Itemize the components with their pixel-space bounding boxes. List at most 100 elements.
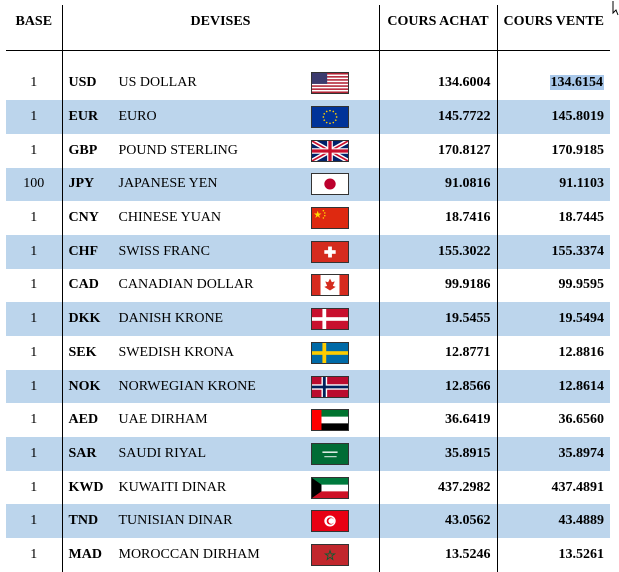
table-row-aed: 1 AED UAE DIRHAM 36.6419 36.6560 <box>6 403 610 438</box>
cours-achat-cell: 13.5246 <box>379 538 498 572</box>
cours-vente-value: 170.9185 <box>551 142 605 158</box>
cours-achat-cell: 91.0816 <box>379 167 498 202</box>
currency-name: SWEDISH KRONA <box>118 344 235 360</box>
base-cell: 1 <box>6 234 63 269</box>
cours-vente-cell[interactable]: 35.8974 <box>497 437 610 471</box>
eu-flag-icon <box>310 106 349 129</box>
cours-vente-cell[interactable]: 12.8816 <box>497 336 610 370</box>
currency-code: SAR <box>68 445 97 461</box>
devise-cell: NOK NORWEGIAN KRONE <box>62 369 380 404</box>
base-cell: 1 <box>6 268 63 303</box>
base-cell: 1 <box>6 133 63 168</box>
tunisia-flag-icon <box>310 510 349 533</box>
devise-cell: SAR SAUDI RIYAL <box>62 437 380 471</box>
cours-vente-value: 35.8974 <box>558 445 605 461</box>
cours-vente-value: 99.9595 <box>558 277 605 293</box>
cours-achat-cell: 170.8127 <box>379 133 498 168</box>
cours-vente-cell[interactable]: 99.9595 <box>497 269 610 303</box>
currency-code: NOK <box>68 378 101 394</box>
denmark-flag-icon <box>310 308 349 331</box>
cours-achat-cell: 12.8771 <box>379 336 498 370</box>
currency-name: SAUDI RIYAL <box>118 445 207 461</box>
cours-vente-cell[interactable]: 18.7445 <box>497 201 610 235</box>
cours-vente-value: 437.4891 <box>551 479 605 495</box>
devise-cell: TND TUNISIAN DINAR <box>62 504 380 539</box>
devise-cell: DKK DANISH KRONE <box>62 302 380 336</box>
cours-achat-cell: 99.9186 <box>379 268 498 303</box>
table-row-usd: 1 USD US DOLLAR 134.6004 134.6154 <box>6 66 610 101</box>
devise-cell: JPY JAPANESE YEN <box>62 167 380 202</box>
uae-flag-icon <box>310 409 349 432</box>
devise-cell: AED UAE DIRHAM <box>62 403 380 438</box>
table-row-cad: 1 CAD CANADIAN DOLLAR 99.9186 99.9595 <box>6 268 610 303</box>
cours-vente-cell[interactable]: 43.4889 <box>497 504 610 539</box>
cours-vente-cell[interactable]: 12.8614 <box>497 369 610 404</box>
table-row-sar: 1 SAR SAUDI RIYAL 35.8915 35.8974 <box>6 437 610 471</box>
currency-code: USD <box>68 75 97 91</box>
currency-code: KWD <box>68 479 104 495</box>
selected-text[interactable]: 134.6154 <box>549 75 604 91</box>
china-flag-icon <box>310 207 349 230</box>
table-row-tnd: 1 TND TUNISIAN DINAR 43.0562 43.4889 <box>6 504 610 539</box>
base-cell: 1 <box>6 538 63 572</box>
currency-name: US DOLLAR <box>118 75 197 91</box>
base-cell: 1 <box>6 66 63 101</box>
base-cell: 1 <box>6 302 63 336</box>
base-cell: 1 <box>6 470 63 505</box>
currency-name: CHINESE YUAN <box>118 210 222 226</box>
currency-name: NORWEGIAN KRONE <box>118 378 256 394</box>
table-row-mad: 1 MAD MOROCCAN DIRHAM 13.5246 13.5261 <box>6 538 610 572</box>
cours-vente-cell[interactable]: 437.4891 <box>497 471 610 505</box>
cours-vente-cell[interactable]: 134.6154 <box>497 67 610 101</box>
cours-achat-cell: 155.3022 <box>379 234 498 269</box>
cours-vente-cell[interactable]: 91.1103 <box>497 167 610 202</box>
devise-cell: CAD CANADIAN DOLLAR <box>62 268 380 303</box>
cours-achat-cell: 35.8915 <box>379 437 498 471</box>
currency-code: EUR <box>68 109 99 125</box>
morocco-flag-icon <box>310 543 349 566</box>
sweden-flag-icon <box>310 341 349 364</box>
cours-vente-value: 43.4889 <box>558 513 605 529</box>
currency-code: GBP <box>68 142 98 158</box>
swiss-flag-icon <box>310 240 349 263</box>
cours-vente-value: 13.5261 <box>558 546 605 562</box>
cours-vente-cell[interactable]: 36.6560 <box>497 403 610 437</box>
cours-vente-value: 155.3374 <box>551 243 605 259</box>
exchange-rate-table: BASE DEVISES COURS ACHAT COURS VENTE 1 US… <box>6 5 610 572</box>
norway-flag-icon <box>310 375 349 398</box>
base-cell: 100 <box>6 167 63 202</box>
cours-achat-cell: 36.6419 <box>379 403 498 438</box>
cours-vente-value: 12.8614 <box>558 378 605 394</box>
devise-cell: MAD MOROCCAN DIRHAM <box>62 538 380 572</box>
kuwait-flag-icon <box>310 476 349 499</box>
cours-achat-cell: 43.0562 <box>379 504 498 539</box>
table-row-chf: 1 CHF SWISS FRANC 155.3022 155.3374 <box>6 234 610 269</box>
cours-achat-cell: 145.7722 <box>379 100 498 134</box>
devise-cell: GBP POUND STERLING <box>62 133 380 168</box>
devise-cell: CHF SWISS FRANC <box>62 234 380 269</box>
cours-achat-cell: 19.5455 <box>379 302 498 336</box>
base-cell: 1 <box>6 504 63 539</box>
cours-vente-cell[interactable]: 145.8019 <box>497 100 610 134</box>
currency-code: SEK <box>68 344 97 360</box>
cours-vente-cell[interactable]: 155.3374 <box>497 234 610 269</box>
saudi-flag-icon <box>310 442 349 465</box>
currency-name: SWISS FRANC <box>118 243 210 259</box>
table-row-jpy: 100 JPY JAPANESE YEN 91.0816 91.1103 <box>6 167 610 202</box>
base-cell: 1 <box>6 100 63 134</box>
currency-code: DKK <box>68 311 101 327</box>
header-cours-achat: COURS ACHAT <box>379 5 498 51</box>
cours-vente-cell[interactable]: 170.9185 <box>497 134 610 168</box>
currency-name: POUND STERLING <box>118 142 238 158</box>
cours-vente-value: 91.1103 <box>559 176 604 192</box>
currency-name: TUNISIAN DINAR <box>118 513 233 529</box>
header-base: BASE <box>6 5 63 51</box>
currency-code: CHF <box>68 243 99 259</box>
table-row-cny: 1 CNY CHINESE YUAN 18.7416 18.7445 <box>6 201 610 235</box>
devise-cell: EUR EURO <box>62 100 380 134</box>
japan-flag-icon <box>310 173 349 196</box>
cours-vente-cell[interactable]: 13.5261 <box>497 538 610 572</box>
cours-vente-cell[interactable]: 19.5494 <box>497 302 610 336</box>
cours-achat-cell: 134.6004 <box>379 66 498 101</box>
devise-cell: CNY CHINESE YUAN <box>62 201 380 235</box>
